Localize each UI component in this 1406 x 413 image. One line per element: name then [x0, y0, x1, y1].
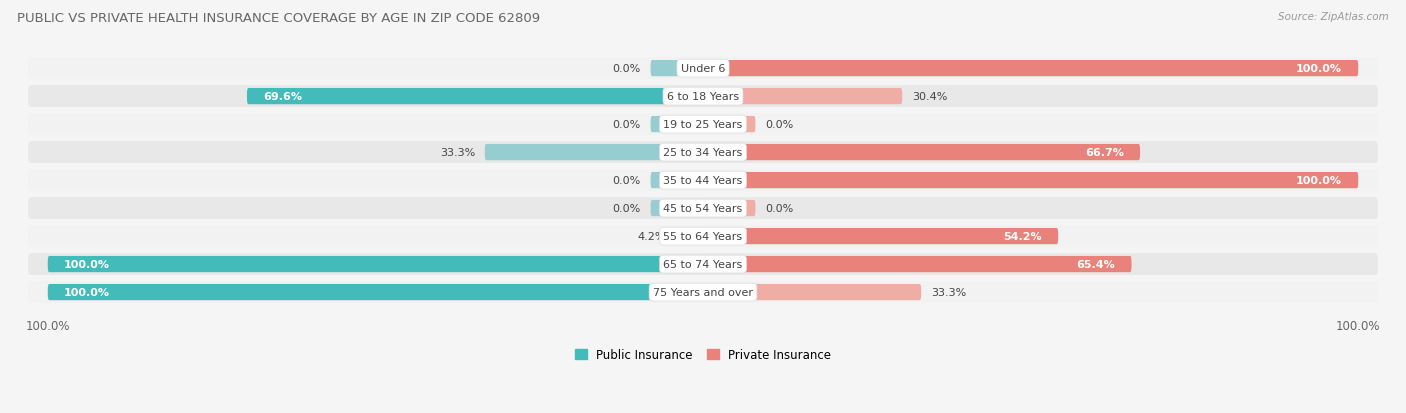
FancyBboxPatch shape — [48, 256, 703, 273]
Text: PUBLIC VS PRIVATE HEALTH INSURANCE COVERAGE BY AGE IN ZIP CODE 62809: PUBLIC VS PRIVATE HEALTH INSURANCE COVER… — [17, 12, 540, 25]
FancyBboxPatch shape — [651, 117, 703, 133]
Text: 69.6%: 69.6% — [263, 92, 302, 102]
Legend: Public Insurance, Private Insurance: Public Insurance, Private Insurance — [571, 343, 835, 366]
Text: 19 to 25 Years: 19 to 25 Years — [664, 120, 742, 130]
Text: 100.0%: 100.0% — [1296, 176, 1341, 186]
FancyBboxPatch shape — [28, 114, 1378, 136]
Text: 4.2%: 4.2% — [637, 232, 665, 242]
Text: 25 to 34 Years: 25 to 34 Years — [664, 148, 742, 158]
FancyBboxPatch shape — [675, 228, 703, 244]
Text: 0.0%: 0.0% — [613, 204, 641, 214]
FancyBboxPatch shape — [28, 58, 1378, 80]
FancyBboxPatch shape — [28, 86, 1378, 108]
Text: 0.0%: 0.0% — [765, 120, 793, 130]
FancyBboxPatch shape — [651, 61, 703, 77]
FancyBboxPatch shape — [703, 228, 1059, 244]
Text: 65 to 74 Years: 65 to 74 Years — [664, 259, 742, 269]
Text: 0.0%: 0.0% — [613, 64, 641, 74]
FancyBboxPatch shape — [703, 284, 921, 301]
Text: 35 to 44 Years: 35 to 44 Years — [664, 176, 742, 186]
FancyBboxPatch shape — [28, 225, 1378, 247]
FancyBboxPatch shape — [485, 145, 703, 161]
FancyBboxPatch shape — [703, 89, 903, 105]
Text: Under 6: Under 6 — [681, 64, 725, 74]
Text: 66.7%: 66.7% — [1085, 148, 1123, 158]
FancyBboxPatch shape — [247, 89, 703, 105]
Text: Source: ZipAtlas.com: Source: ZipAtlas.com — [1278, 12, 1389, 22]
FancyBboxPatch shape — [703, 173, 1358, 189]
FancyBboxPatch shape — [28, 142, 1378, 164]
FancyBboxPatch shape — [703, 61, 1358, 77]
FancyBboxPatch shape — [703, 256, 1132, 273]
Text: 55 to 64 Years: 55 to 64 Years — [664, 232, 742, 242]
Text: 75 Years and over: 75 Years and over — [652, 287, 754, 297]
Text: 33.3%: 33.3% — [440, 148, 475, 158]
FancyBboxPatch shape — [28, 198, 1378, 219]
Text: 100.0%: 100.0% — [65, 259, 110, 269]
Text: 54.2%: 54.2% — [1002, 232, 1042, 242]
FancyBboxPatch shape — [651, 200, 703, 217]
Text: 100.0%: 100.0% — [65, 287, 110, 297]
FancyBboxPatch shape — [703, 117, 755, 133]
Text: 0.0%: 0.0% — [765, 204, 793, 214]
Text: 100.0%: 100.0% — [1296, 64, 1341, 74]
FancyBboxPatch shape — [48, 284, 703, 301]
FancyBboxPatch shape — [651, 173, 703, 189]
Text: 6 to 18 Years: 6 to 18 Years — [666, 92, 740, 102]
Text: 0.0%: 0.0% — [613, 176, 641, 186]
Text: 30.4%: 30.4% — [912, 92, 948, 102]
FancyBboxPatch shape — [703, 200, 755, 217]
Text: 45 to 54 Years: 45 to 54 Years — [664, 204, 742, 214]
Text: 33.3%: 33.3% — [931, 287, 966, 297]
FancyBboxPatch shape — [28, 282, 1378, 303]
FancyBboxPatch shape — [28, 254, 1378, 275]
Text: 65.4%: 65.4% — [1077, 259, 1115, 269]
FancyBboxPatch shape — [28, 170, 1378, 192]
Text: 0.0%: 0.0% — [613, 120, 641, 130]
FancyBboxPatch shape — [703, 145, 1140, 161]
